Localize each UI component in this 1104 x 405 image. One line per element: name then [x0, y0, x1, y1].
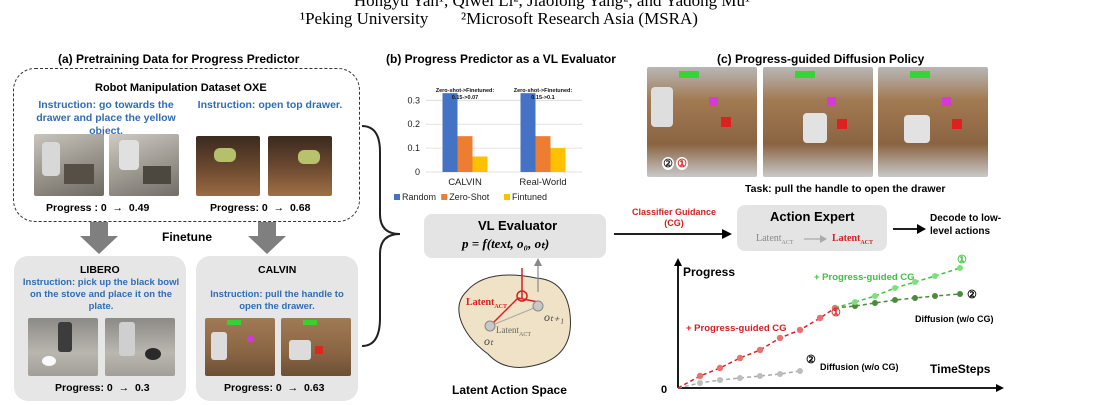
vl-evaluator-formula: p = f(text, o₀, oₜ)	[462, 236, 550, 251]
latent-act-grey-label: LatentACT	[496, 325, 531, 338]
calvin-progress: Progress: 0 → 0.63	[224, 382, 325, 394]
calvin-title: CALVIN	[258, 264, 297, 276]
oxe-instruction-2: Instruction: open top drawer.	[197, 99, 343, 111]
bar	[520, 93, 536, 172]
author-line: Hongyu Yan¹, Qiwei Li², Jiaolong Yang², …	[353, 0, 751, 10]
marker-1-img1: ①	[676, 157, 688, 170]
action-expert-box	[737, 205, 887, 251]
bar-annotation: 0.15->0.07	[452, 95, 478, 101]
o-t1-label: oₜ₊₁	[544, 310, 565, 324]
finetune-label: Finetune	[162, 230, 212, 244]
action-expert-title: Action Expert	[770, 209, 855, 224]
plot-marker-2-dark: ②	[967, 289, 977, 301]
marker-2-img1: ②	[662, 157, 674, 170]
legend-label: Zero-Shot	[449, 192, 490, 202]
oxe-image-1b	[109, 134, 179, 196]
x-tick-label: CALVIN	[448, 177, 482, 188]
o-t-label: oₜ	[484, 334, 494, 348]
bar	[550, 148, 566, 172]
down-arrow-icon	[248, 222, 286, 254]
latent-act-red-label: LatentACT	[466, 297, 508, 310]
bar	[457, 136, 473, 172]
panel-b-title: (b) Progress Predictor as a VL Evaluator	[386, 52, 616, 66]
arrow-right-icon	[893, 224, 926, 234]
plot-label-diffusion-2: Diffusion (w/o CG)	[820, 362, 899, 372]
affiliation-1: ¹Peking University	[300, 9, 429, 28]
plot-label-diffusion-1: Diffusion (w/o CG)	[915, 314, 994, 324]
oxe-instruction-1: Instruction: go towards the drawer and p…	[36, 99, 176, 137]
bar	[472, 156, 488, 172]
task-image-2	[763, 67, 873, 177]
panel-a-title: (a) Pretraining Data for Progress Predic…	[58, 52, 300, 66]
plot-label-pg-cg-green: + Progress-guided CG	[814, 272, 915, 283]
x-tick-label: Real-World	[519, 177, 566, 188]
bar	[442, 93, 458, 172]
oxe-dataset-title: Robot Manipulation Dataset OXE	[95, 82, 267, 94]
oxe-progress-1: Progress : 0 → 0.49	[46, 202, 150, 214]
libero-title: LIBERO	[80, 264, 120, 276]
libero-image-a	[28, 318, 98, 376]
calvin-instruction: Instruction: pull the handle to open the…	[210, 289, 344, 312]
down-arrow-icon	[80, 222, 118, 254]
bar-annotation: Zero-shot->Finetuned:	[436, 88, 495, 94]
oxe-progress-2: Progress: 0 → 0.68	[210, 202, 311, 214]
y-tick-label: 0.2	[407, 119, 420, 129]
oxe-image-2b	[268, 136, 332, 196]
arrow-right-icon	[804, 235, 827, 243]
plot-xlabel: TimeSteps	[930, 362, 991, 376]
plot-marker-1-red: ①	[831, 307, 841, 319]
progress-bar-chart: 00.10.20.3CALVINZero-shot->Finetuned:0.1…	[394, 88, 582, 202]
plot-label-pg-cg-red: + Progress-guided CG	[686, 323, 787, 334]
y-tick-label: 0.3	[407, 95, 420, 105]
bar-annotation: Zero-shot->Finetuned:	[514, 88, 573, 94]
bar-annotation: 0.15->0.1	[531, 95, 554, 101]
y-tick-label: 0.1	[407, 143, 420, 153]
panel-c-title: (c) Progress-guided Diffusion Policy	[717, 52, 925, 66]
plot-origin: 0	[661, 384, 668, 396]
expert-latent-grey: LatentACT	[756, 233, 794, 246]
plot-marker-2-grey: ②	[806, 354, 816, 366]
oxe-image-2a	[196, 136, 260, 196]
expert-latent-red: LatentACT	[832, 233, 874, 246]
oxe-image-1a	[34, 134, 104, 196]
decode-label: Decode to low-level actions	[930, 213, 1002, 237]
legend-swatch	[394, 194, 400, 200]
calvin-image-a	[205, 318, 275, 376]
task-caption: Task: pull the handle to open the drawer	[745, 183, 946, 195]
legend-swatch	[504, 194, 510, 200]
vl-evaluator-box	[424, 214, 606, 258]
plot-marker-1-green: ①	[957, 254, 967, 266]
vl-evaluator-title: VL Evaluator	[478, 218, 558, 233]
legend-label: Random	[402, 192, 436, 202]
affiliation-2: ²Microsoft Research Asia (MSRA)	[461, 9, 698, 28]
progress-plot	[674, 258, 1004, 392]
finetune-arrows	[80, 222, 286, 254]
plot-ylabel: Progress	[683, 265, 736, 279]
libero-image-b	[105, 318, 175, 376]
arrow-right-icon	[614, 229, 732, 239]
oxe-dataset-box	[13, 68, 360, 222]
legend-swatch	[441, 194, 448, 200]
libero-instruction: Instruction: pick up the black bowl on t…	[22, 277, 180, 312]
latent-space-title: Latent Action Space	[452, 383, 567, 397]
calvin-image-b	[281, 318, 351, 376]
classifier-guidance-label: Classifier Guidance (CG)	[631, 207, 717, 228]
bar	[535, 136, 551, 172]
legend-label: Fintuned	[512, 192, 547, 202]
y-tick-label: 0	[415, 167, 420, 177]
libero-progress: Progress: 0 → 0.3	[55, 382, 150, 394]
task-image-3	[878, 67, 988, 177]
brace-icon	[361, 125, 401, 347]
latent-space-diagram	[458, 258, 571, 368]
